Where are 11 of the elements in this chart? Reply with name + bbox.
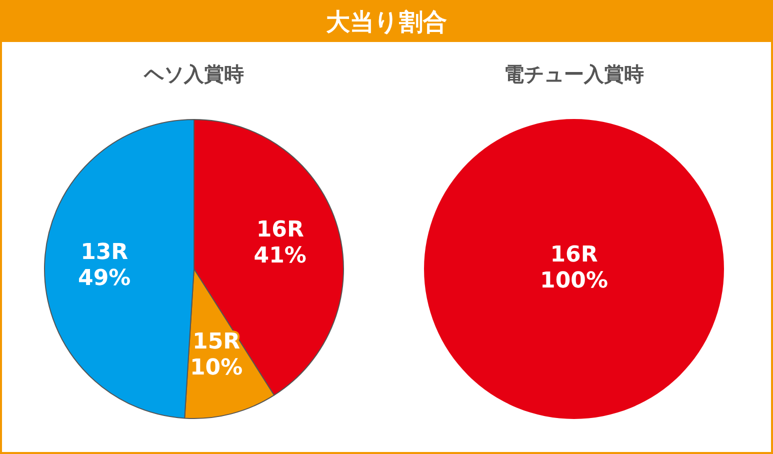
chart-title: ヘソ入賞時: [143, 62, 244, 86]
text: 大当り割合: [2, 2, 771, 42]
chart-title: 電チュー入賞時: [504, 62, 644, 86]
data-label: 100%: [540, 268, 608, 294]
slice-label: 13R: [80, 240, 128, 265]
slice-label: 16R: [256, 218, 304, 243]
data-label: 49%: [78, 266, 131, 291]
slice-label: 16R: [550, 242, 598, 268]
slice-label: 15R: [192, 330, 240, 355]
data-label: 10%: [190, 356, 243, 381]
data-label: 41%: [254, 244, 306, 269]
